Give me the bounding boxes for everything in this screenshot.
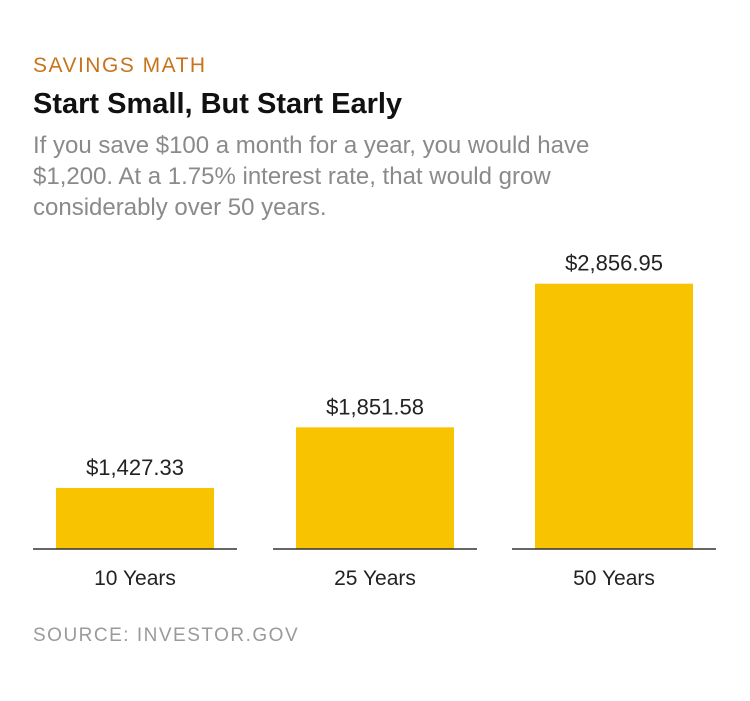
chart-title: Start Small, But Start Early (33, 88, 403, 120)
category-label: 25 Years (334, 567, 416, 590)
source-note: SOURCE: INVESTOR.GOV (33, 625, 300, 646)
bar-3 (535, 283, 693, 549)
bars-group: $1,427.33 $1,851.58 $2,856.95 (56, 251, 693, 549)
bar-value-label: $1,427.33 (86, 455, 184, 480)
bar-value-label: $1,851.58 (326, 394, 424, 419)
chart-kicker: SAVINGS MATH (33, 54, 207, 77)
bar-value-label: $2,856.95 (565, 251, 663, 276)
bar-2 (296, 427, 454, 549)
x-axis: 10 Years 25 Years 50 Years (33, 548, 716, 590)
category-label: 50 Years (573, 567, 655, 590)
category-label: 10 Years (94, 567, 176, 590)
bar-1 (56, 487, 214, 549)
chart-subtitle: If you save $100 a month for a year, you… (33, 132, 590, 221)
